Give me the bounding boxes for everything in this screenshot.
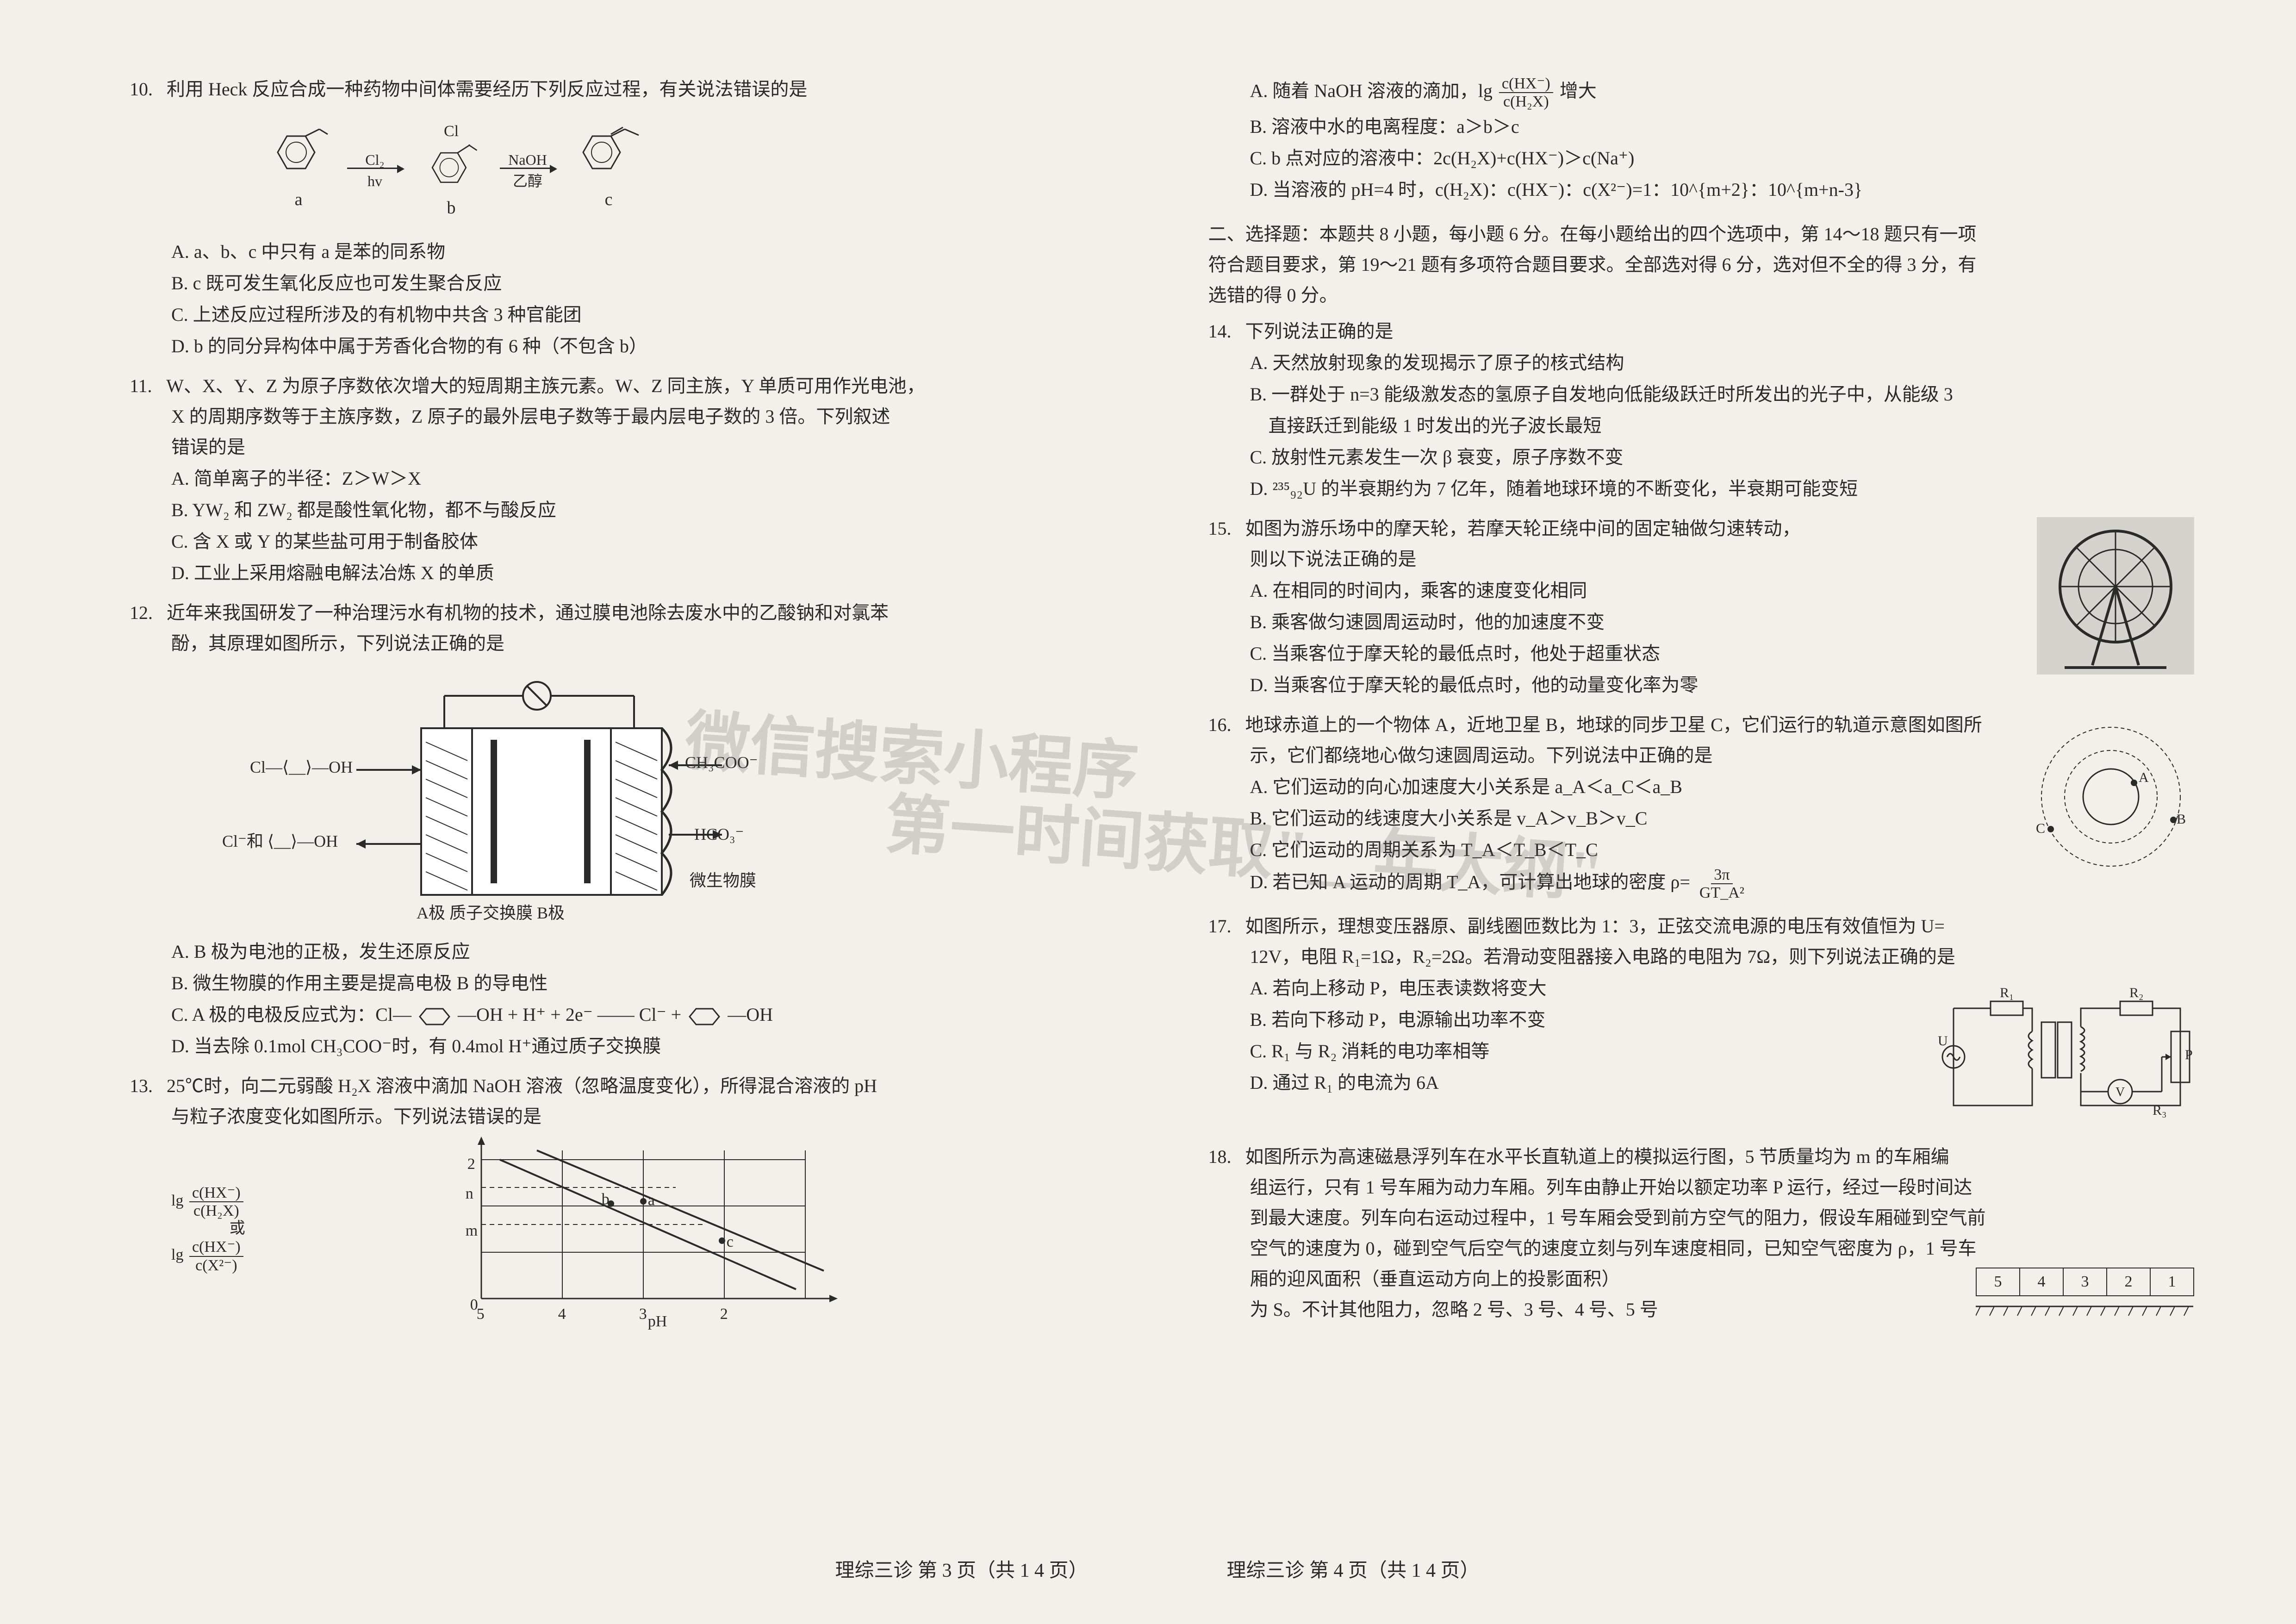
- svg-text:C: C: [2036, 821, 2045, 836]
- q10-num: 10.: [130, 74, 162, 105]
- q13-A: A. 随着 NaOH 溶液的滴加，lg c(HX⁻)c(H₂X) 增大: [1250, 75, 2195, 111]
- q10-stem: 利用 Heck 反应合成一种药物中间体需要经历下列反应过程，有关说法错误的是: [167, 79, 807, 100]
- q10-c-label: c: [574, 185, 643, 214]
- benzene-c: [574, 127, 643, 182]
- q14-D: D. ²³⁵₉₂U 的半衰期约为 7 亿年，随着地球环境的不断变化，半衰期可能变…: [1250, 474, 2195, 504]
- q12-lbl-hco3: HCO₃⁻: [694, 821, 744, 848]
- track-hatch: [1976, 1304, 2193, 1318]
- svg-text:V: V: [2116, 1085, 2125, 1099]
- q11-stem3: 错误的是: [171, 432, 1116, 462]
- lbl-r1: R₁: [2000, 985, 2014, 1000]
- q12-diagram: Cl—⟨__⟩—OH Cl⁻和 ⟨__⟩—OH CH₃COO⁻ HCO₃⁻ 微生…: [250, 668, 824, 927]
- benzene-icon: [416, 1005, 453, 1028]
- q12-D: D. 当去除 0.1mol CH₃COO⁻时，有 0.4mol H⁺通过质子交换…: [171, 1031, 1116, 1062]
- q10-B: B. c 既可发生氧化反应也可发生聚合反应: [171, 268, 1116, 299]
- q17: 17. 如图所示，理想变压器原、副线圈匝数比为 1：3，正弦交流电源的电压有效值…: [1208, 911, 2195, 1132]
- q13-stem2: 与粒子浓度变化如图所示。下列说法错误的是: [171, 1101, 1116, 1132]
- q10-b-above: Cl: [421, 119, 481, 144]
- q16-num: 16.: [1208, 710, 1241, 740]
- q13-stem1: 25℃时，向二元弱酸 H₂X 溶液中滴加 NaOH 溶液（忽略温度变化），所得混…: [167, 1075, 877, 1096]
- q12-C: C. A 极的电极反应式为：Cl— —OH + H⁺ + 2e⁻ —— Cl⁻ …: [171, 999, 1116, 1030]
- q11-num: 11.: [130, 371, 162, 401]
- q17-num: 17.: [1208, 911, 1241, 942]
- q14-C: C. 放射性元素发生一次 β 衰变，原子序数不变: [1250, 442, 2195, 473]
- q10: 10. 利用 Heck 反应合成一种药物中间体需要经历下列反应过程，有关说法错误…: [130, 74, 1116, 362]
- q12: 12. 近年来我国研发了一种治理污水有机物的技术，通过膜电池除去废水中的乙酸钠和…: [130, 598, 1116, 1062]
- q11-stem1: W、X、Y、Z 为原子序数依次增大的短周期主族元素。W、Z 同主族，Y 单质可用…: [166, 375, 925, 396]
- q16-stem1: 地球赤道上的一个物体 A，近地卫星 B，地球的同步卫星 C，它们运行的轨道示意图…: [1245, 714, 1982, 735]
- train-cars: 5 4 3 2 1: [1976, 1268, 2194, 1327]
- q18: 18. 如图所示为高速磁悬浮列车在水平长直轨道上的模拟运行图，5 节质量均为 m…: [1208, 1142, 2195, 1330]
- section-2-header: 二、选择题：本题共 8 小题，每小题 6 分。在每小题给出的四个选项中，第 14…: [1208, 219, 2195, 311]
- benzene-icon: [686, 1005, 723, 1028]
- q18-stem1: 如图所示为高速磁悬浮列车在水平长直轨道上的模拟运行图，5 节质量均为 m 的车厢…: [1245, 1146, 1949, 1167]
- right-column: A. 随着 NaOH 溶液的滴加，lg c(HX⁻)c(H₂X) 增大 B. 溶…: [1208, 74, 2195, 1578]
- q12-lbl-bottom: A极 质子交换膜 B极: [417, 899, 740, 927]
- q14-B2: 直接跃迁到能级 1 时发出的光子波长最短: [1269, 411, 2195, 441]
- q13-graph: 0 m n 2 5 4 3 2 a b c pH: [444, 1132, 861, 1326]
- q13: 13. 25℃时，向二元弱酸 H₂X 溶液中滴加 NaOH 溶液（忽略温度变化）…: [130, 1071, 1116, 1326]
- q12-lbl-biofilm: 微生物膜: [690, 867, 756, 894]
- q11-C: C. 含 X 或 Y 的某些盐可用于制备胶体: [171, 526, 1116, 557]
- q12-lbl-midtop: CH₃COO⁻: [685, 749, 758, 776]
- q15-num: 15.: [1208, 513, 1241, 544]
- q11-A: A. 简单离子的半径：Z＞W＞X: [171, 463, 1116, 494]
- q14: 14. 下列说法正确的是 A. 天然放射现象的发现揭示了原子的核式结构 B. 一…: [1208, 316, 2195, 504]
- svg-text:B: B: [2177, 812, 2186, 827]
- q14-stem: 下列说法正确的是: [1245, 321, 1394, 342]
- ferris-wheel-icon: [2037, 517, 2194, 675]
- right-footer: 理综三诊 第 4 页（共 1 4 页）: [1227, 1555, 1480, 1587]
- q12-lbl-left1: Cl—⟨__⟩—OH: [250, 754, 353, 781]
- q14-B1: B. 一群处于 n=3 能级激发态的氢原子自发地向低能级跃迁时所发出的光子中，从…: [1250, 379, 2195, 410]
- q10-C: C. 上述反应过程所涉及的有机物中共含 3 种官能团: [171, 300, 1116, 330]
- lbl-U: U: [1938, 1033, 1948, 1049]
- q13-B: B. 溶液中水的电离程度：a＞b＞c: [1250, 112, 2195, 142]
- q12-num: 12.: [130, 598, 162, 628]
- q18-stem2: 组运行，只有 1 号车厢为动力车厢。列车由静止开始以额定功率 P 运行，经过一段…: [1250, 1172, 2195, 1203]
- lbl-r2: R₂: [2129, 985, 2143, 1000]
- q12-A: A. B 极为电池的正极，发生还原反应: [171, 937, 1116, 967]
- q10-b-label: b: [421, 194, 481, 223]
- benzene-b: [421, 144, 481, 191]
- q11-B: B. YW₂ 和 ZW₂ 都是酸性氧化物，都不与酸反应: [171, 495, 1116, 525]
- svg-text:A: A: [2139, 770, 2149, 785]
- q13-num: 13.: [130, 1071, 162, 1101]
- lbl-P: P: [2185, 1047, 2193, 1062]
- q14-num: 14.: [1208, 316, 1241, 347]
- q12-lbl-left2: Cl⁻和 ⟨__⟩—OH: [222, 828, 338, 855]
- q13-ylabels: lg c(HX⁻)c(H₂X) 或 lg c(HX⁻)c(X²⁻): [171, 1184, 250, 1274]
- q10-arrow2: NaOH 乙醇: [500, 148, 555, 194]
- q10-reaction: a Cl₂ hv Cl b: [268, 119, 1116, 223]
- q11-D: D. 工业上采用熔融电解法冶炼 X 的单质: [171, 558, 1116, 588]
- q18-stem3: 到最大速度。列车向右运动过程中，1 号车厢会受到前方空气的阻力，假设车厢碰到空气…: [1250, 1203, 2195, 1233]
- benzene-a: [268, 127, 329, 182]
- q13-C: C. b 点对应的溶液中：2c(H₂X)+c(HX⁻)＞c(Na⁺): [1250, 143, 2195, 174]
- q16: A B C 16. 地球赤道上的一个物体 A，近地卫星 B，地球的同步卫星 C，…: [1208, 710, 2195, 902]
- q10-a-label: a: [268, 185, 329, 214]
- q14-A: A. 天然放射现象的发现揭示了原子的核式结构: [1250, 348, 2195, 378]
- q10-A: A. a、b、c 中只有 a 是苯的同系物: [171, 237, 1116, 267]
- q17-stem2: 12V，电阻 R₁=1Ω，R₂=2Ω。若滑动变阻器接入电路的电阻为 7Ω，则下列…: [1250, 942, 2195, 972]
- q12-B: B. 微生物膜的作用主要是提高电极 B 的导电性: [171, 968, 1116, 999]
- q10-arrow1: Cl₂ hv: [347, 148, 403, 194]
- lbl-R3: R₃: [2153, 1103, 2166, 1118]
- q17-stem1: 如图所示，理想变压器原、副线圈匝数比为 1：3，正弦交流电源的电压有效值恒为 U…: [1245, 916, 1945, 937]
- q15-stem1: 如图为游乐场中的摩天轮，若摩天轮正绕中间的固定轴做匀速转动，: [1245, 518, 1801, 539]
- q18-num: 18.: [1208, 1142, 1241, 1172]
- transformer-circuit: V R₁ R₂ U P R₃: [1935, 976, 2194, 1129]
- orbit-diagram: A B C: [2028, 713, 2194, 880]
- left-footer: 理综三诊 第 3 页（共 1 4 页）: [835, 1555, 1088, 1587]
- q13-opts-right: A. 随着 NaOH 溶液的滴加，lg c(HX⁻)c(H₂X) 增大 B. 溶…: [1208, 75, 2195, 205]
- q15: 15. 如图为游乐场中的摩天轮，若摩天轮正绕中间的固定轴做匀速转动， 则以下说法…: [1208, 513, 2195, 700]
- q18-stem4: 空气的速度为 0，碰到空气后空气的速度立刻与列车速度相同，已知空气密度为 ρ，1…: [1250, 1233, 2195, 1264]
- q12-stem1: 近年来我国研发了一种治理污水有机物的技术，通过膜电池除去废水中的乙酸钠和对氯苯: [167, 602, 889, 623]
- q13-D: D. 当溶液的 pH=4 时，c(H₂X)：c(HX⁻)：c(X²⁻)=1：10…: [1250, 175, 2195, 205]
- q11-stem2: X 的周期序数等于主族序数，Z 原子的最外层电子数等于最内层电子数的 3 倍。下…: [171, 401, 1116, 432]
- q11: 11. W、X、Y、Z 为原子序数依次增大的短周期主族元素。W、Z 同主族，Y …: [130, 371, 1116, 588]
- left-column: 10. 利用 Heck 反应合成一种药物中间体需要经历下列反应过程，有关说法错误…: [130, 74, 1116, 1578]
- q10-D: D. b 的同分异构体中属于芳香化合物的有 6 种（不包含 b）: [171, 331, 1116, 362]
- q12-stem2: 酚，其原理如图所示，下列说法正确的是: [171, 628, 1116, 659]
